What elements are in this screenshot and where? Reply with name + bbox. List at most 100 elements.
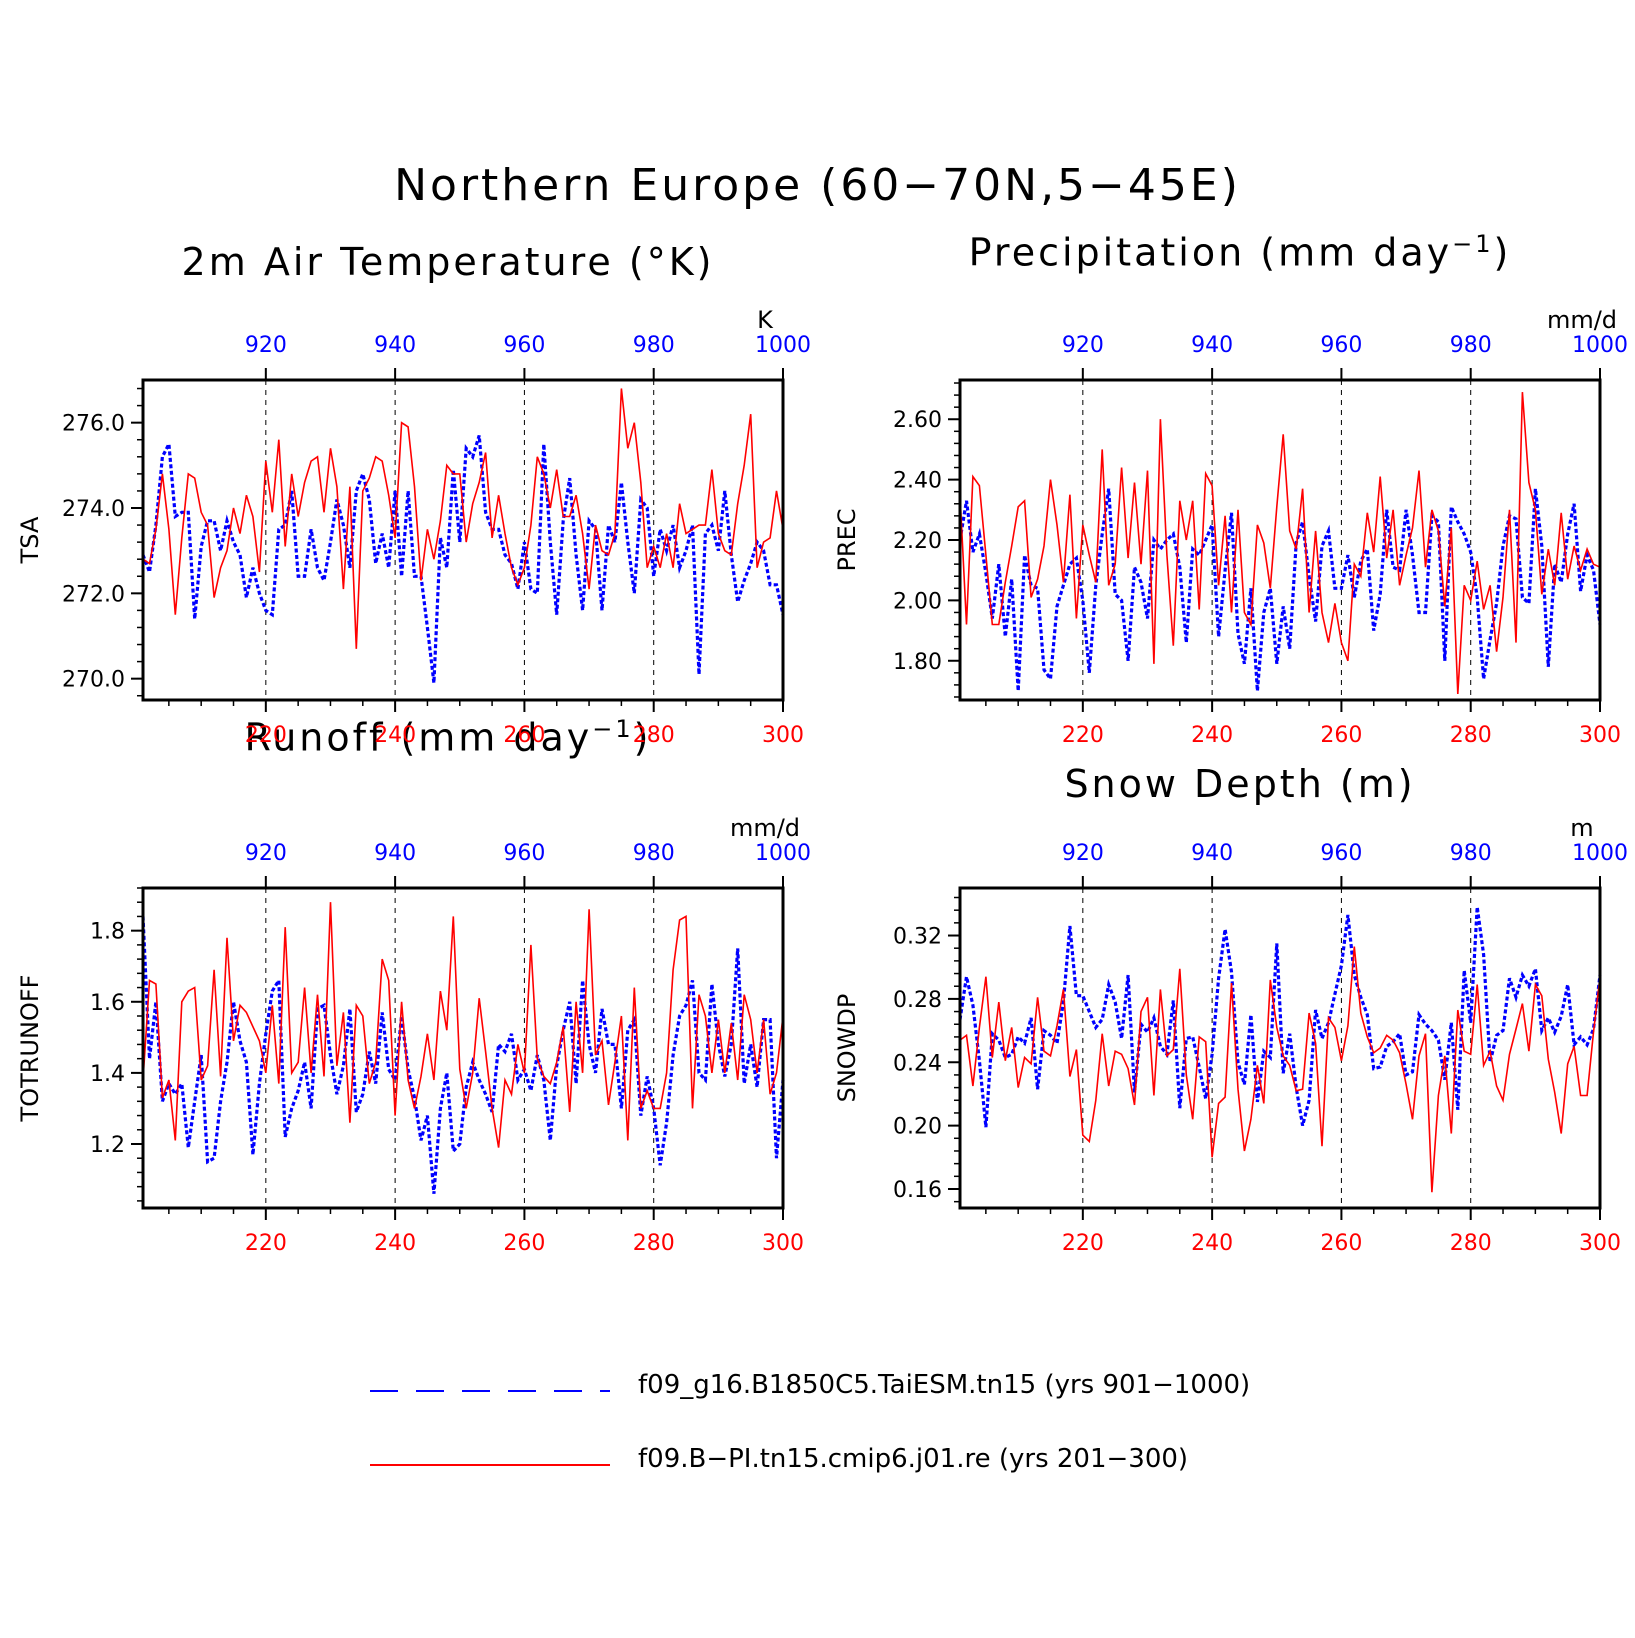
- y-tick-label: 1.2: [90, 1133, 125, 1158]
- y-axis-label: SNOWDP: [833, 994, 861, 1103]
- panel-title-text: 2m Air Temperature (°K): [181, 240, 715, 284]
- x-tick-label-bottom: 220: [1062, 723, 1104, 748]
- panel-title-suffix: ): [633, 715, 652, 760]
- x-tick-label-bottom: 220: [245, 723, 287, 748]
- x-tick-label-bottom: 280: [1450, 1231, 1492, 1256]
- units-label: m: [1570, 814, 1593, 842]
- x-tick-label-bottom: 240: [1191, 723, 1233, 748]
- x-tick-label-top: 920: [1062, 841, 1104, 866]
- panel-title-prec: Precipitation (mm day−1): [935, 230, 1545, 275]
- y-tick-label: 0.24: [893, 1051, 942, 1076]
- x-tick-label-top: 940: [1191, 841, 1233, 866]
- series-line-case2: [959, 946, 1601, 1193]
- x-tick-label-top: 940: [374, 333, 416, 358]
- y-tick-label: 1.80: [893, 650, 942, 675]
- x-tick-label-top: 920: [245, 333, 287, 358]
- x-tick-label-top: 980: [633, 841, 675, 866]
- x-tick-label-bottom: 280: [633, 1231, 675, 1256]
- plot-frame: [958, 886, 1602, 1210]
- series-line-case2: [142, 388, 784, 649]
- series-line-case1: [958, 488, 1602, 692]
- y-axis-label: TOTRUNOFF: [16, 975, 44, 1123]
- series-line-case2: [959, 392, 1601, 695]
- x-tick-label-bottom: 260: [1320, 723, 1362, 748]
- x-tick-label-bottom: 300: [762, 1231, 804, 1256]
- x-tick-label-top: 980: [1450, 841, 1492, 866]
- panel-tsa: 270.0 272.0 274.0 276.0 220 240 260 280 300 920 94…: [16, 306, 811, 748]
- x-tick-label-top: 960: [503, 333, 545, 358]
- x-tick-label-bottom: 260: [503, 723, 545, 748]
- series-line-case1: [958, 906, 1602, 1128]
- panel-prec: 1.80 2.00 2.20 2.40 2.60 220 240 260 280 300 920 94…: [833, 306, 1628, 748]
- units-label: mm/d: [1547, 306, 1617, 334]
- y-tick-label: 272.0: [62, 582, 125, 607]
- x-tick-label-top: 1000: [1572, 333, 1628, 358]
- y-tick-label: 1.4: [90, 1062, 125, 1087]
- x-tick-label-bottom: 300: [1579, 1231, 1621, 1256]
- legend-entry-case2: f09.B−PI.tn15.cmip6.j01.re (yrs 201−300): [370, 1444, 1370, 1484]
- plot-frame: [141, 378, 785, 702]
- series-line-case1: [141, 916, 785, 1194]
- x-tick-label-bottom: 300: [762, 723, 804, 748]
- x-tick-label-bottom: 280: [1450, 723, 1492, 748]
- legend-swatch-dashed: [370, 1390, 610, 1392]
- units-label: mm/d: [730, 814, 800, 842]
- y-tick-label: 0.20: [893, 1115, 942, 1140]
- x-tick-label-top: 940: [1191, 333, 1233, 358]
- x-tick-label-top: 980: [633, 333, 675, 358]
- panel-title-text: Snow Depth (m): [1064, 762, 1416, 806]
- y-axis-label: TSA: [16, 516, 44, 564]
- y-tick-label: 276.0: [62, 412, 125, 437]
- y-tick-label: 0.32: [893, 925, 942, 950]
- x-tick-label-bottom: 220: [245, 1231, 287, 1256]
- y-tick-label: 2.60: [893, 408, 942, 433]
- y-tick-label: 0.28: [893, 988, 942, 1013]
- x-tick-label-top: 960: [1320, 841, 1362, 866]
- y-tick-label: 2.00: [893, 589, 942, 614]
- x-tick-label-top: 1000: [755, 841, 811, 866]
- y-tick-label: 274.0: [62, 497, 125, 522]
- x-tick-label-top: 960: [1320, 333, 1362, 358]
- x-tick-label-top: 1000: [1572, 841, 1628, 866]
- panel-title-suffix: ): [1493, 230, 1512, 275]
- series-line-case2: [142, 902, 784, 1148]
- y-tick-label: 0.16: [893, 1178, 942, 1203]
- x-tick-label-bottom: 260: [1320, 1231, 1362, 1256]
- panel-title-superscript: −1: [592, 715, 634, 743]
- y-tick-label: 270.0: [62, 668, 125, 693]
- x-tick-label-top: 920: [245, 841, 287, 866]
- x-tick-label-top: 980: [1450, 333, 1492, 358]
- panel-title-runoff: Runoff (mm day−1): [143, 715, 753, 760]
- units-label: K: [757, 306, 774, 334]
- legend-label-case1: f09_g16.B1850C5.TaiESM.tn15 (yrs 901−100…: [638, 1370, 1251, 1400]
- panel-title-snowdp: Snow Depth (m): [935, 762, 1545, 806]
- figure-title: Northern Europe (60−70N,5−45E): [394, 160, 1241, 211]
- x-tick-label-bottom: 260: [503, 1231, 545, 1256]
- plot-frame: [141, 886, 785, 1210]
- x-tick-label-bottom: 220: [1062, 1231, 1104, 1256]
- legend-label-case2: f09.B−PI.tn15.cmip6.j01.re (yrs 201−300): [638, 1444, 1189, 1474]
- y-tick-label: 1.6: [90, 991, 125, 1016]
- x-tick-label-bottom: 240: [374, 723, 416, 748]
- x-tick-label-bottom: 240: [1191, 1231, 1233, 1256]
- panel-title-tsa: 2m Air Temperature (°K): [143, 240, 753, 284]
- legend-entry-case1: f09_g16.B1850C5.TaiESM.tn15 (yrs 901−100…: [370, 1370, 1370, 1410]
- panel-title-text: Precipitation (mm day: [968, 230, 1453, 275]
- panel-snowdp: 0.16 0.20 0.24 0.28 0.32 220 240 260 280 300 920 94…: [833, 814, 1628, 1256]
- legend-swatch-solid: [370, 1464, 610, 1466]
- x-tick-label-top: 940: [374, 841, 416, 866]
- y-tick-label: 2.40: [893, 469, 942, 494]
- panel-title-text: Runoff (mm day: [244, 715, 593, 760]
- x-tick-label-bottom: 280: [633, 723, 675, 748]
- x-tick-label-bottom: 300: [1579, 723, 1621, 748]
- x-tick-label-bottom: 240: [374, 1231, 416, 1256]
- panel-title-superscript: −1: [1452, 230, 1494, 258]
- x-tick-label-top: 920: [1062, 333, 1104, 358]
- series-line-case1: [141, 435, 785, 684]
- x-tick-label-top: 1000: [755, 333, 811, 358]
- x-tick-label-top: 960: [503, 841, 545, 866]
- y-tick-label: 2.20: [893, 529, 942, 554]
- panel-totrunoff: 1.2 1.4 1.6 1.8 220 240 260 280 300 920 940 960 980 1…: [16, 814, 811, 1256]
- y-axis-label: PREC: [833, 508, 861, 571]
